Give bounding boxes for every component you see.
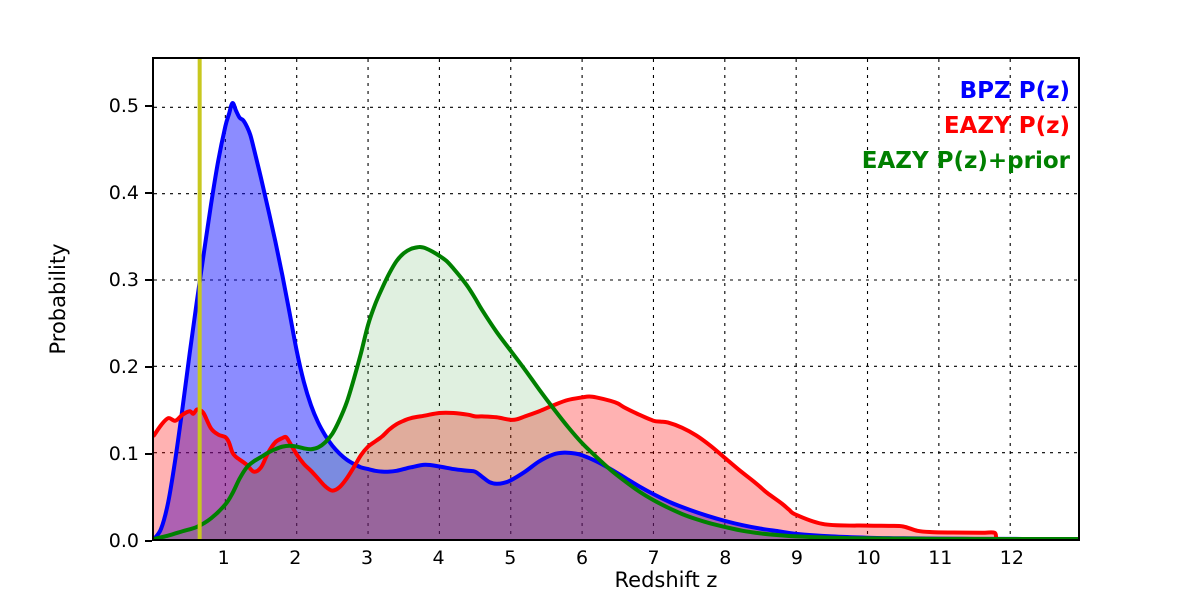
- x-tick-label: 11: [928, 547, 953, 569]
- y-tickmark: [145, 540, 152, 542]
- x-tick-label: 5: [504, 547, 517, 569]
- plot-area: [152, 57, 1080, 541]
- series-line-2: [154, 247, 1078, 539]
- y-tick-label: 0.0: [108, 530, 139, 552]
- legend-entry-0: BPZ P(z): [959, 78, 1070, 104]
- legend-entry-1: EAZY P(z): [943, 113, 1070, 139]
- grid-lines: [154, 59, 1078, 539]
- y-tickmark: [145, 452, 152, 455]
- x-tick-label: 3: [360, 547, 374, 569]
- series-layer: [154, 59, 1078, 539]
- x-tick-label: 8: [719, 547, 732, 569]
- y-tick-label: 0.2: [108, 355, 139, 378]
- y-tickmark: [145, 104, 152, 107]
- series-fill-0: [154, 103, 1078, 539]
- legend: BPZ P(z) EAZY P(z) EAZY P(z)+prior: [862, 74, 1070, 179]
- x-axis-label: Redshift z: [0, 568, 1200, 592]
- y-tick-label: 0.5: [108, 94, 139, 117]
- plot-canvas: [154, 59, 1078, 539]
- y-tickmark: [145, 191, 152, 194]
- y-tick-label: 0.4: [108, 181, 139, 204]
- x-tick-label: 9: [790, 547, 803, 569]
- y-tickmark: [145, 278, 152, 281]
- legend-entry-2: EAZY P(z)+prior: [861, 148, 1070, 174]
- x-tick-label: 10: [856, 547, 881, 569]
- y-tick-label: 0.3: [108, 268, 139, 291]
- y-tick-label: 0.1: [108, 442, 139, 465]
- series-line-0: [154, 103, 1078, 539]
- x-tick-label: 6: [575, 547, 589, 569]
- series-line-1: [154, 397, 1078, 539]
- x-tick-label: 4: [432, 547, 445, 569]
- x-tick-label: 12: [999, 547, 1024, 569]
- series-fill-2: [154, 247, 1078, 539]
- x-tick-label: 7: [647, 547, 660, 569]
- x-tick-label: 1: [217, 547, 230, 569]
- x-tick-label: 2: [289, 547, 302, 569]
- y-axis-label: Probability: [46, 243, 70, 355]
- x-axis-label-text: Redshift z: [614, 568, 718, 592]
- series-fill-1: [154, 396, 1078, 539]
- y-tickmark: [145, 365, 152, 368]
